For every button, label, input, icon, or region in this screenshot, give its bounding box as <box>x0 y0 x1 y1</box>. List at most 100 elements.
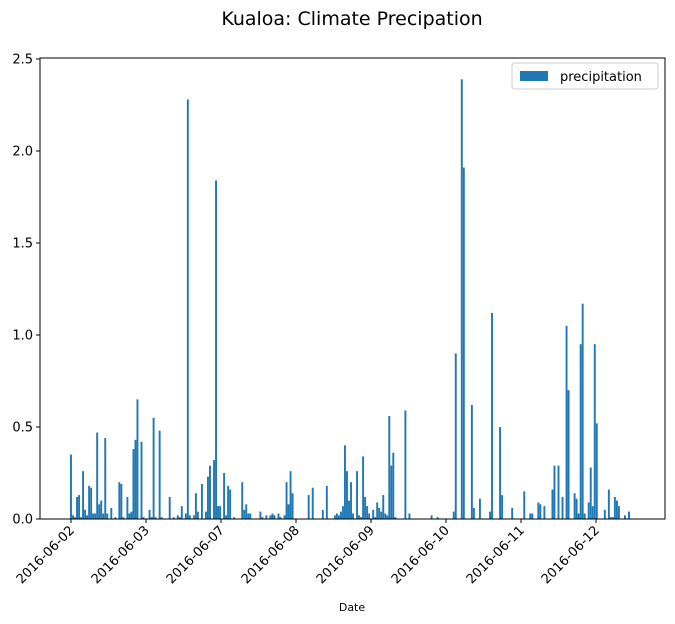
bars-layer <box>70 79 630 520</box>
bar <box>460 79 463 520</box>
bar <box>114 517 117 519</box>
bar <box>92 513 95 519</box>
bar <box>499 427 502 519</box>
bar <box>523 491 526 519</box>
bar <box>265 515 268 519</box>
bar <box>624 515 626 519</box>
bar <box>591 506 594 519</box>
bar <box>142 517 145 519</box>
bar <box>350 482 352 519</box>
bar <box>74 517 76 519</box>
bar <box>205 511 207 519</box>
bar <box>104 438 107 519</box>
bar <box>271 513 274 519</box>
bar <box>583 513 586 519</box>
bar <box>160 517 163 519</box>
bar <box>245 504 248 519</box>
bar <box>609 517 612 519</box>
y-tick-label: 2.0 <box>12 145 33 160</box>
bar <box>491 312 493 519</box>
bar <box>172 517 175 519</box>
bar <box>358 515 361 519</box>
bar <box>346 471 348 519</box>
bar <box>233 517 236 519</box>
bar <box>72 515 74 519</box>
y-tick-label: 2.5 <box>12 53 33 68</box>
bar <box>200 484 203 519</box>
bar <box>176 515 179 519</box>
bar <box>501 495 504 519</box>
bar <box>227 485 230 519</box>
x-tick-label: 2016-06-03 <box>89 523 153 587</box>
bar <box>307 495 310 519</box>
bar <box>537 502 540 519</box>
bar <box>134 439 137 519</box>
bar <box>184 513 187 519</box>
bar <box>348 500 350 519</box>
bar <box>344 445 346 519</box>
x-tick-label: 2016-06-08 <box>239 523 303 587</box>
bar <box>579 344 582 519</box>
bar <box>436 517 439 519</box>
bar <box>178 517 181 519</box>
bar <box>394 517 397 519</box>
bar <box>615 500 618 519</box>
bar <box>335 513 338 519</box>
bar <box>452 511 455 519</box>
bar <box>213 460 215 519</box>
legend-box <box>511 62 659 90</box>
bar <box>595 423 598 519</box>
bar <box>128 513 131 519</box>
bar <box>325 485 328 519</box>
bar <box>196 511 199 519</box>
bar <box>84 509 87 519</box>
x-tick-label: 2016-06-12 <box>539 523 603 587</box>
bar <box>106 513 109 519</box>
y-tick-label: 1.5 <box>12 237 33 252</box>
bar <box>386 515 389 519</box>
bar <box>581 303 584 519</box>
bar <box>96 432 99 519</box>
bar <box>378 507 381 519</box>
bar <box>352 513 354 519</box>
bar <box>136 399 139 519</box>
bar <box>194 493 197 519</box>
bar <box>553 465 556 519</box>
y-axis: 0.0 0.5 1.0 1.5 2.0 2.5 <box>12 53 40 528</box>
legend-swatch-precipitation <box>520 71 548 81</box>
bar <box>78 495 81 519</box>
bar <box>269 515 272 519</box>
bar <box>341 506 344 519</box>
bar <box>489 511 491 519</box>
bar <box>366 506 369 519</box>
chart-title: Kualoa: Climate Precipation <box>221 8 482 30</box>
bar <box>567 390 570 519</box>
bar <box>321 509 324 519</box>
bar <box>88 485 91 519</box>
bar <box>277 513 280 519</box>
bar <box>219 506 222 519</box>
bar <box>249 513 252 519</box>
plot-frame <box>39 57 666 520</box>
bar <box>575 498 578 519</box>
bar <box>384 513 387 519</box>
bar <box>603 509 606 519</box>
bar <box>382 495 385 519</box>
bar <box>86 515 89 519</box>
bar <box>152 417 155 519</box>
bar <box>470 404 473 519</box>
bar <box>617 506 620 519</box>
x-tick-label: 2016-06-07 <box>164 523 228 587</box>
bar <box>311 487 314 519</box>
bar <box>283 515 286 519</box>
bar <box>150 517 153 519</box>
bar <box>374 517 377 519</box>
bar <box>372 509 375 519</box>
bar <box>628 511 630 519</box>
bar <box>577 513 580 519</box>
bar <box>168 496 171 519</box>
bar <box>70 454 72 519</box>
bar <box>110 507 113 519</box>
bar <box>76 496 78 519</box>
bar <box>430 515 433 519</box>
